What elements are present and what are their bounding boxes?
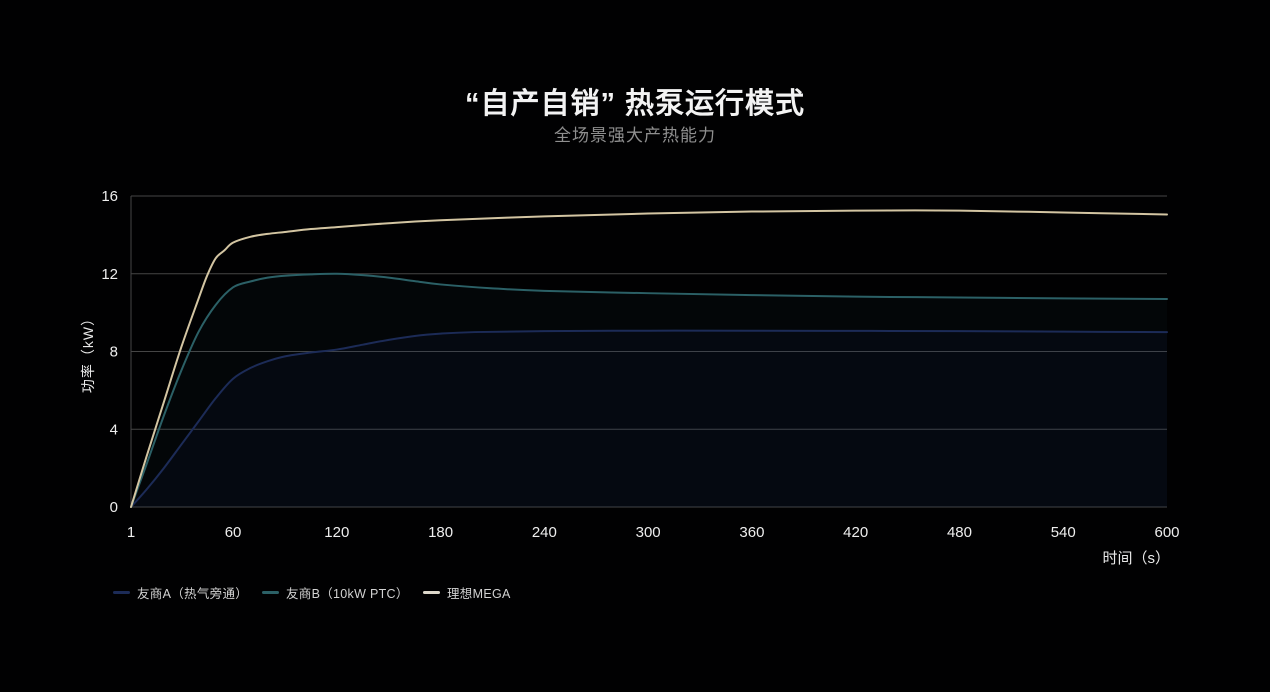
x-tick-240: 240 — [532, 524, 557, 541]
series-line-1 — [130, 272, 1168, 508]
legend-label-li-mega: 理想MEGA — [447, 586, 511, 601]
legend-item-li-mega: 理想MEGA — [423, 584, 511, 601]
y-tick-4: 4 — [110, 421, 118, 438]
x-tick-180: 180 — [428, 524, 453, 541]
y-tick-8: 8 — [110, 344, 118, 361]
series-area-1 — [131, 273, 1167, 507]
page-subtitle: 全场景强大产热能力 — [554, 126, 716, 145]
x-tick-420: 420 — [843, 524, 868, 541]
x-tick-120: 120 — [324, 524, 349, 541]
x-tick-600: 600 — [1154, 524, 1179, 541]
series-line-2 — [130, 209, 1168, 508]
legend-item-competitor-b: 友商B（10kW PTC） — [262, 584, 409, 601]
legend-label-competitor-a: 友商A（热气旁通） — [137, 586, 249, 601]
x-tick-540: 540 — [1051, 524, 1076, 541]
legend-item-competitor-a: 友商A（热气旁通） — [113, 584, 249, 601]
x-tick-1: 1 — [127, 524, 135, 541]
x-tick-60: 60 — [225, 524, 242, 541]
legend-marker-li-mega — [423, 590, 440, 594]
legend-label-competitor-b: 友商B（10kW PTC） — [286, 586, 409, 601]
series-line-0 — [130, 329, 1168, 508]
x-tick-300: 300 — [636, 524, 661, 541]
x-axis-label: 时间（s） — [1102, 550, 1170, 567]
chart-legend: 友商A（热气旁通） 友商B（10kW PTC） 理想MEGA — [0, 584, 1270, 601]
y-axis-label: 功率（kW） — [80, 310, 96, 394]
y-tick-0: 0 — [110, 499, 118, 516]
legend-marker-competitor-b — [262, 590, 279, 594]
x-tick-480: 480 — [947, 524, 972, 541]
y-tick-16: 16 — [101, 188, 118, 205]
legend-marker-competitor-a — [113, 590, 130, 594]
y-tick-12: 12 — [101, 266, 118, 283]
page-title: “自产自销” 热泵运行模式 — [464, 88, 806, 120]
series-area-0 — [131, 330, 1167, 507]
x-tick-360: 360 — [739, 524, 764, 541]
